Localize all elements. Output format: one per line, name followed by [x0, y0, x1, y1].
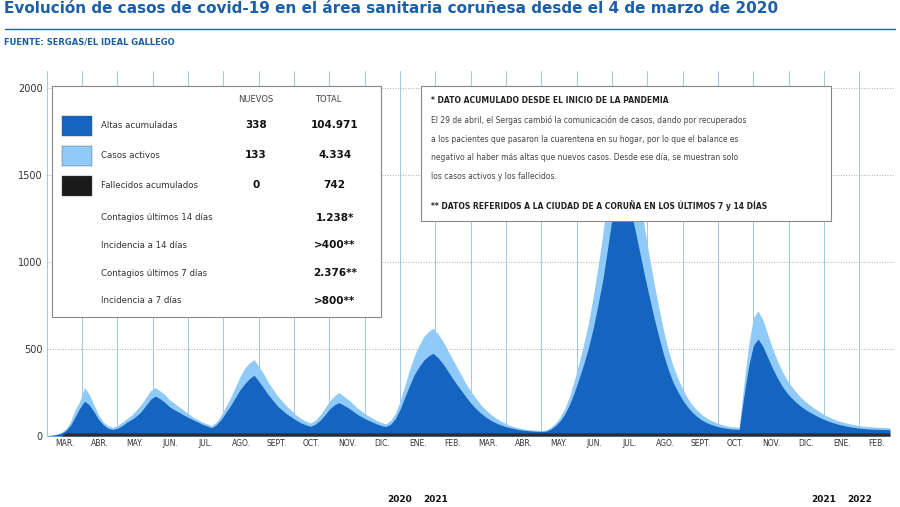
Text: >800**: >800** [314, 296, 356, 306]
Bar [62, 176, 92, 196]
Text: FUENTE: SERGAS/EL IDEAL GALLEGO: FUENTE: SERGAS/EL IDEAL GALLEGO [4, 38, 176, 47]
Bar [62, 146, 92, 166]
Text: 2.376**: 2.376** [313, 268, 356, 278]
Text: 0: 0 [252, 180, 259, 191]
Text: 2022: 2022 [847, 495, 872, 504]
Text: Fallecidos acumulados: Fallecidos acumulados [102, 181, 199, 190]
Text: Altas acumuladas: Altas acumuladas [102, 121, 178, 130]
Text: Incidencia a 14 días: Incidencia a 14 días [102, 241, 187, 250]
Text: Incidencia a 7 días: Incidencia a 7 días [102, 296, 182, 305]
Text: 2021: 2021 [812, 495, 836, 504]
FancyBboxPatch shape [52, 86, 381, 317]
Text: 133: 133 [245, 151, 266, 160]
Text: 104.971: 104.971 [310, 120, 358, 130]
FancyBboxPatch shape [421, 86, 831, 221]
Text: Contagios últimos 14 días: Contagios últimos 14 días [102, 213, 213, 222]
Text: NUEVOS: NUEVOS [238, 95, 274, 104]
Text: 338: 338 [245, 120, 266, 130]
Text: 2020: 2020 [388, 495, 412, 504]
Text: >400**: >400** [314, 240, 356, 250]
Text: negativo al haber más altas que nuevos casos. Desde ese día, se muestran solo: negativo al haber más altas que nuevos c… [431, 153, 739, 162]
Text: TOTAL: TOTAL [315, 95, 341, 104]
Text: Evolución de casos de covid-19 en el área sanitaria coruñesa desde el 4 de marzo: Evolución de casos de covid-19 en el áre… [4, 1, 778, 16]
Text: a los pacientes que pasaron la cuarentena en su hogar, por lo que el balance es: a los pacientes que pasaron la cuarenten… [431, 134, 739, 143]
Text: Casos activos: Casos activos [102, 151, 160, 160]
Text: 1.238*: 1.238* [316, 212, 354, 223]
Text: 742: 742 [324, 180, 346, 191]
Text: Contagios últimos 7 días: Contagios últimos 7 días [102, 269, 208, 277]
Text: ** DATOS REFERIDOS A LA CIUDAD DE A CORUÑA EN LOS ÚLTIMOS 7 y 14 DÍAS: ** DATOS REFERIDOS A LA CIUDAD DE A CORU… [431, 200, 768, 211]
Text: 2021: 2021 [423, 495, 448, 504]
Text: 4.334: 4.334 [318, 151, 351, 160]
Bar [62, 116, 92, 136]
Text: los casos activos y los fallecidos.: los casos activos y los fallecidos. [431, 172, 557, 181]
Text: El 29 de abril, el Sergas cambió la comunicación de casos, dando por recuperados: El 29 de abril, el Sergas cambió la comu… [431, 116, 747, 125]
Text: * DATO ACUMULADO DESDE EL INICIO DE LA PANDEMIA: * DATO ACUMULADO DESDE EL INICIO DE LA P… [431, 96, 669, 104]
